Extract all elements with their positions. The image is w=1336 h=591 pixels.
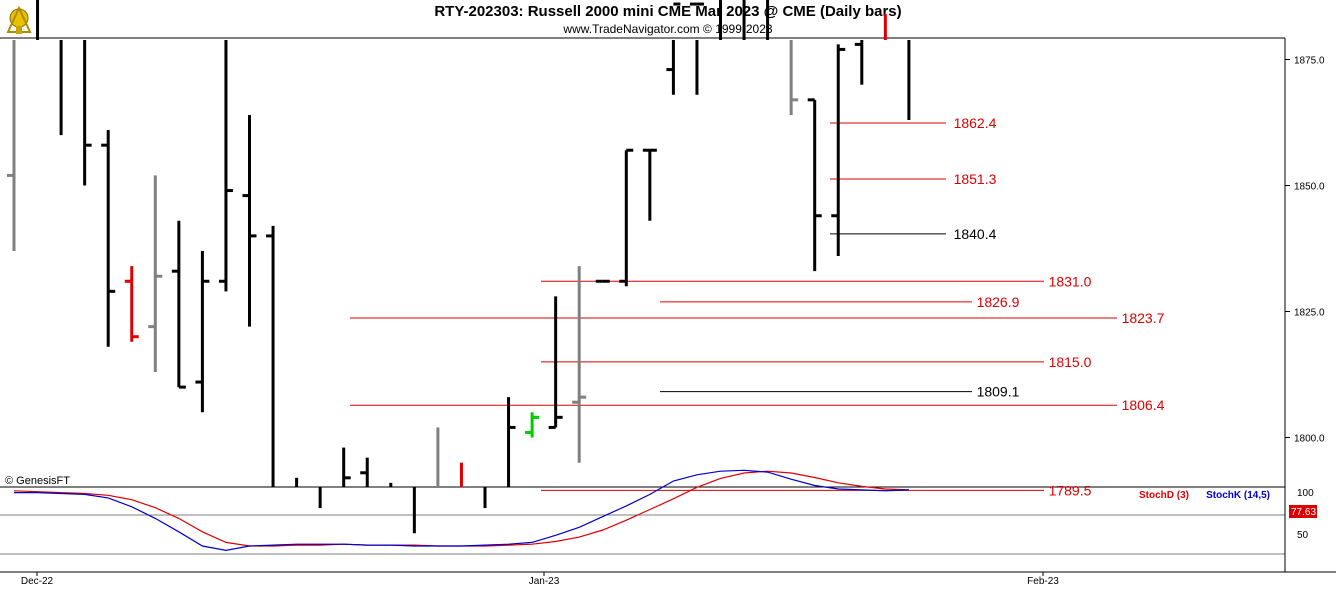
price-tick-label: 1825.0 (1294, 308, 1325, 319)
ohlc-bar (242, 114, 257, 327)
ohlc-bar (124, 266, 139, 342)
stoch-k-line (14, 469, 909, 552)
ohlc-bar (789, 40, 799, 115)
ohlc-bar (642, 148, 657, 221)
stoch-tick-label: 100 (1297, 488, 1314, 499)
level-label-1809-1: 1809.1 (977, 384, 1020, 400)
ohlc-bar (854, 40, 864, 85)
level-label-1823-7: 1823.7 (1122, 310, 1165, 326)
ohlc-bar (572, 266, 587, 463)
ohlc-bar (59, 40, 63, 136)
stoch-tick-label: 50 (1297, 530, 1309, 541)
ohlc-bar (360, 457, 369, 487)
level-label-1806-4: 1806.4 (1122, 397, 1165, 413)
ohlc-bar (171, 220, 186, 389)
ohlc-bar (266, 225, 275, 487)
level-label-1826-9: 1826.9 (977, 294, 1020, 310)
ohlc-bar (342, 447, 351, 487)
stoch-last-label: 77.63 (1291, 507, 1316, 518)
date-tick-label: Feb-23 (1027, 576, 1059, 587)
ohlc-bar (7, 40, 16, 252)
ohlc-bar (719, 0, 722, 40)
ohlc-bar (148, 175, 163, 372)
ohlc-bar (666, 2, 681, 95)
ohlc-bar (83, 40, 92, 186)
ohlc-bar (101, 130, 116, 347)
ohlc-bar (689, 2, 704, 95)
ohlc-bar (195, 251, 210, 413)
level-label-1840-4: 1840.4 (954, 226, 997, 242)
price-tick-label: 1800.0 (1294, 434, 1325, 445)
level-label-1831-0: 1831.0 (1049, 273, 1092, 289)
chart-title: RTY-202303: Russell 2000 mini CME Mar 20… (434, 3, 902, 20)
price-tick-label: 1875.0 (1294, 56, 1325, 67)
ohlc-bar (907, 40, 911, 120)
date-tick-label: Dec-22 (21, 576, 54, 587)
ohlc-bar (548, 296, 563, 429)
level-label-1789-5: 1789.5 (1049, 482, 1092, 498)
date-tick-label: Jan-23 (529, 576, 560, 587)
ohlc-bar (36, 0, 40, 40)
ohlc-bar (619, 148, 634, 287)
ohlc-bar (807, 98, 822, 272)
copyright-label: © GenesisFT (5, 475, 70, 487)
level-label-1815-0: 1815.0 (1049, 354, 1092, 370)
ohlc-bar (525, 412, 540, 438)
level-label-1851-3: 1851.3 (954, 171, 997, 187)
price-tick-label: 1850.0 (1294, 182, 1325, 193)
ohlc-bar (218, 40, 233, 292)
ohlc-bar (742, 0, 746, 40)
ohlc-bar (831, 44, 846, 257)
stoch-d-legend: StochD (3) (1139, 490, 1189, 501)
stoch-k-legend: StochK (14,5) (1206, 490, 1270, 501)
ohlc-bar (766, 0, 770, 40)
logo-icon (2, 2, 36, 41)
ohlc-bar (507, 397, 516, 487)
level-label-1862-4: 1862.4 (954, 115, 997, 131)
stoch-last-badge (1289, 505, 1317, 518)
ohlc-bar (883, 14, 887, 40)
